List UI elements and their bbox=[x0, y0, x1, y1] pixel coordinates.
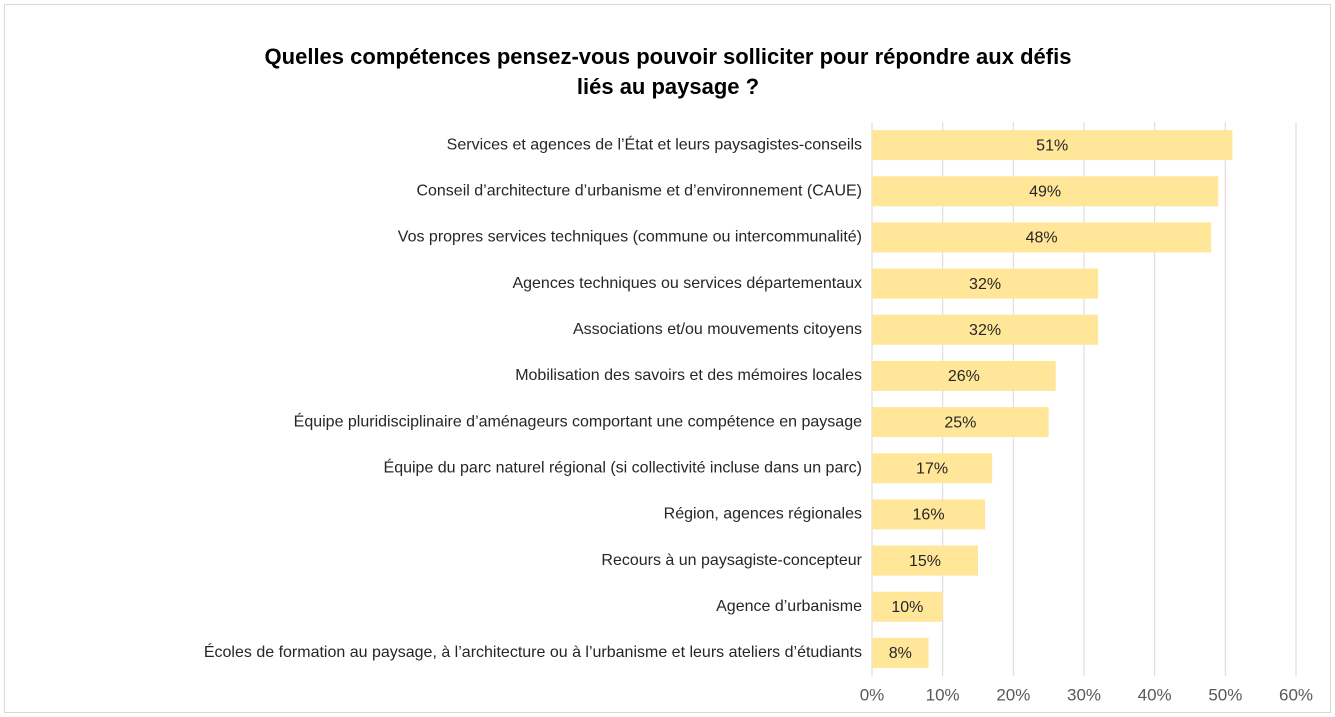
y-tick-label: Services et agences de l’État et leurs p… bbox=[447, 134, 862, 153]
bar bbox=[872, 176, 1219, 207]
x-tick-label: 20% bbox=[996, 685, 1030, 704]
bar bbox=[872, 637, 929, 668]
bar bbox=[872, 407, 1049, 438]
data-label: 15% bbox=[909, 553, 941, 570]
x-tick-label: 0% bbox=[860, 685, 885, 704]
data-label: 25% bbox=[944, 414, 976, 431]
y-tick-label: Écoles de formation au paysage, à l’arch… bbox=[204, 642, 862, 661]
y-tick-label: Équipe du parc naturel régional (si coll… bbox=[384, 457, 862, 476]
bar bbox=[872, 268, 1099, 299]
bar bbox=[872, 591, 943, 622]
data-label: 16% bbox=[913, 507, 945, 524]
bar bbox=[872, 222, 1212, 253]
x-tick-label: 10% bbox=[926, 685, 960, 704]
x-tick-label: 50% bbox=[1208, 685, 1242, 704]
y-tick-label: Mobilisation des savoirs et des mémoires… bbox=[515, 367, 862, 384]
bar bbox=[872, 130, 1233, 161]
bar bbox=[872, 545, 978, 576]
data-label: 32% bbox=[969, 276, 1001, 293]
data-label: 51% bbox=[1036, 137, 1068, 154]
data-label: 49% bbox=[1029, 183, 1061, 200]
data-label: 48% bbox=[1026, 230, 1058, 247]
data-label: 26% bbox=[948, 368, 980, 385]
bar bbox=[872, 499, 986, 530]
chart-border bbox=[4, 4, 1331, 713]
y-tick-label: Agence d’urbanisme bbox=[716, 598, 862, 615]
data-label: 32% bbox=[969, 322, 1001, 339]
x-tick-label: 40% bbox=[1138, 685, 1172, 704]
y-tick-label: Agences techniques ou services départeme… bbox=[512, 275, 862, 292]
data-label: 10% bbox=[891, 599, 923, 616]
chart-title: Quelles compétences pensez-vous pouvoir … bbox=[265, 44, 1072, 69]
y-tick-label: Recours à un paysagiste-concepteur bbox=[601, 552, 862, 569]
y-tick-label: Équipe pluridisciplinaire d’aménageurs c… bbox=[294, 411, 862, 430]
data-label: 17% bbox=[916, 460, 948, 477]
y-tick-label: Vos propres services techniques (commune… bbox=[398, 229, 862, 246]
y-tick-label: Associations et/ou mouvements citoyens bbox=[573, 321, 862, 338]
bar bbox=[872, 453, 993, 484]
chart-title: liés au paysage ? bbox=[577, 74, 759, 99]
bar bbox=[872, 360, 1056, 391]
x-tick-label: 60% bbox=[1279, 685, 1313, 704]
y-tick-label: Conseil d’architecture d’urbanisme et d’… bbox=[416, 182, 862, 199]
y-tick-label: Région, agences régionales bbox=[664, 506, 862, 523]
bar bbox=[872, 314, 1099, 345]
data-label: 8% bbox=[889, 645, 912, 662]
x-tick-label: 30% bbox=[1067, 685, 1101, 704]
